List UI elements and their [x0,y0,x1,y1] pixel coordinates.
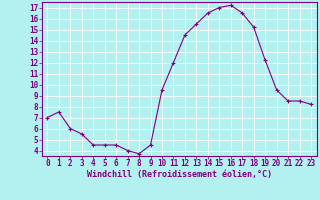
X-axis label: Windchill (Refroidissement éolien,°C): Windchill (Refroidissement éolien,°C) [87,170,272,179]
